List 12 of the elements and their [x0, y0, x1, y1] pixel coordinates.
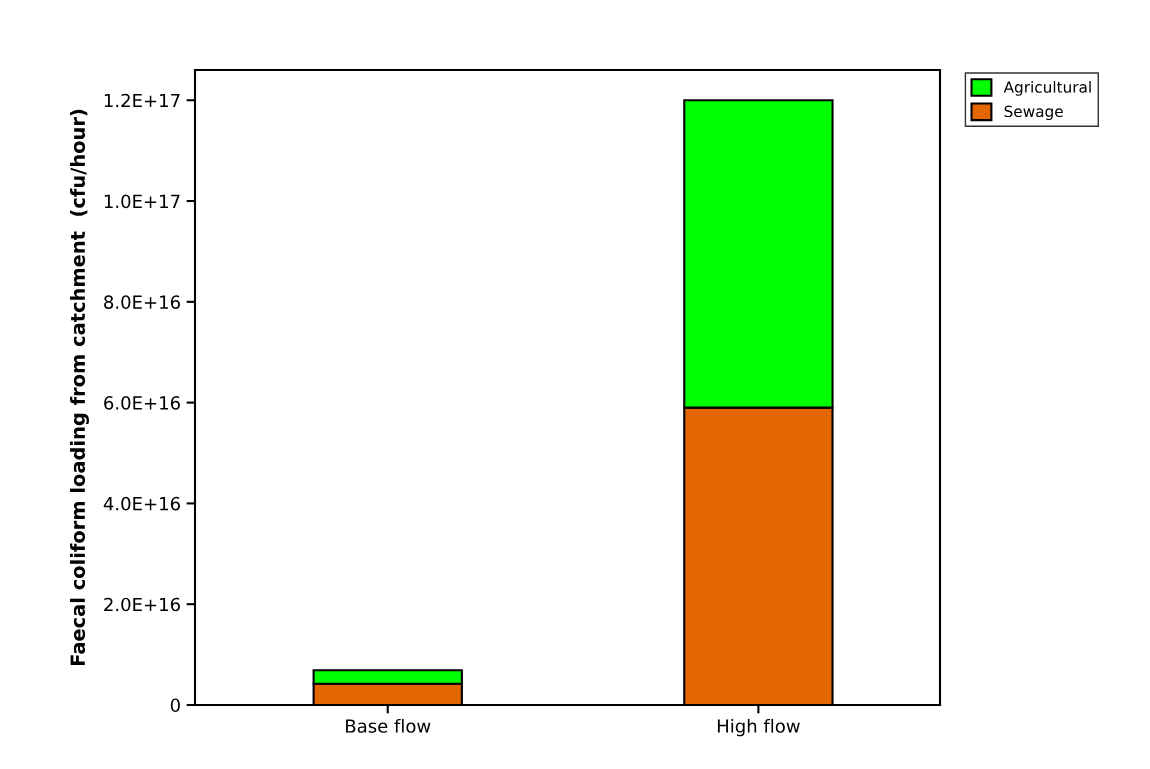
y-axis-title: Faecal coliform loading from catchment (cfu/hour) [70, 109, 89, 666]
legend-label: Sewage [1004, 105, 1063, 121]
legend-label: Agricultural [1003, 81, 1091, 96]
y-tick-label: 0 [170, 698, 180, 713]
y-tick-label: 6.0E+16 [104, 396, 180, 410]
y-tick-label: 8.0E+16 [104, 295, 180, 309]
y-tick-label: 1.2E+17 [104, 93, 180, 108]
y-tick-label: 1.0E+17 [104, 194, 180, 209]
x-tick-label: High flow [717, 718, 800, 737]
y-tick-label: 2.0E+16 [104, 597, 180, 612]
x-tick-label: Base flow [346, 718, 431, 733]
y-tick-label: 4.0E+16 [103, 496, 180, 511]
